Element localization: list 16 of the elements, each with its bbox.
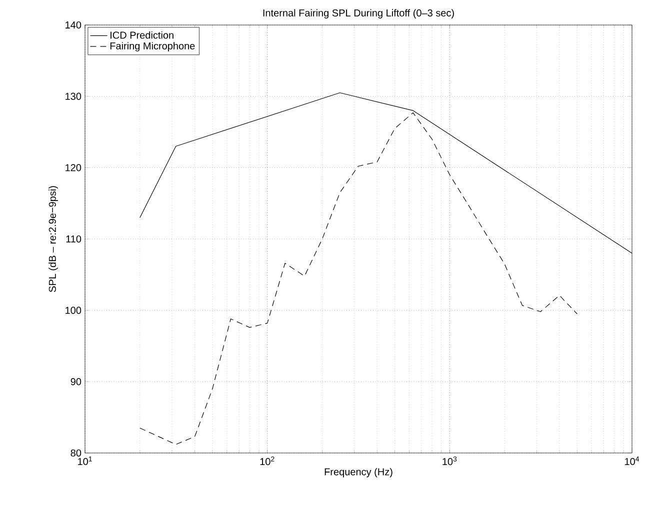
chart-title: Internal Fairing SPL During Liftoff (0–3 sec) [263, 9, 454, 18]
x-tick-label: 10$^{2}$ [260, 456, 274, 466]
y-tick-label: 110 [66, 235, 82, 243]
legend-label: Fairing Microphone [110, 42, 195, 52]
x-tick-label: 10$^{1}$ [78, 456, 92, 466]
legend-label: ICD Prediction [110, 31, 174, 39]
y-tick-label: 140 [66, 21, 82, 29]
y-tick-label: 90 [70, 378, 82, 386]
x-tick-label: 10$^{4}$ [625, 456, 640, 466]
y-axis-title: SPL (dB – re:2.9e−9psi) [48, 186, 58, 292]
x-axis-title: Frequency (Hz) [324, 468, 392, 478]
y-tick-label: 80 [70, 449, 82, 457]
x-tick-label: 10$^{3}$ [442, 456, 457, 466]
y-tick-label: 130 [66, 92, 82, 100]
y-tick-label: 100 [66, 306, 82, 314]
y-tick-label: 120 [66, 164, 82, 172]
